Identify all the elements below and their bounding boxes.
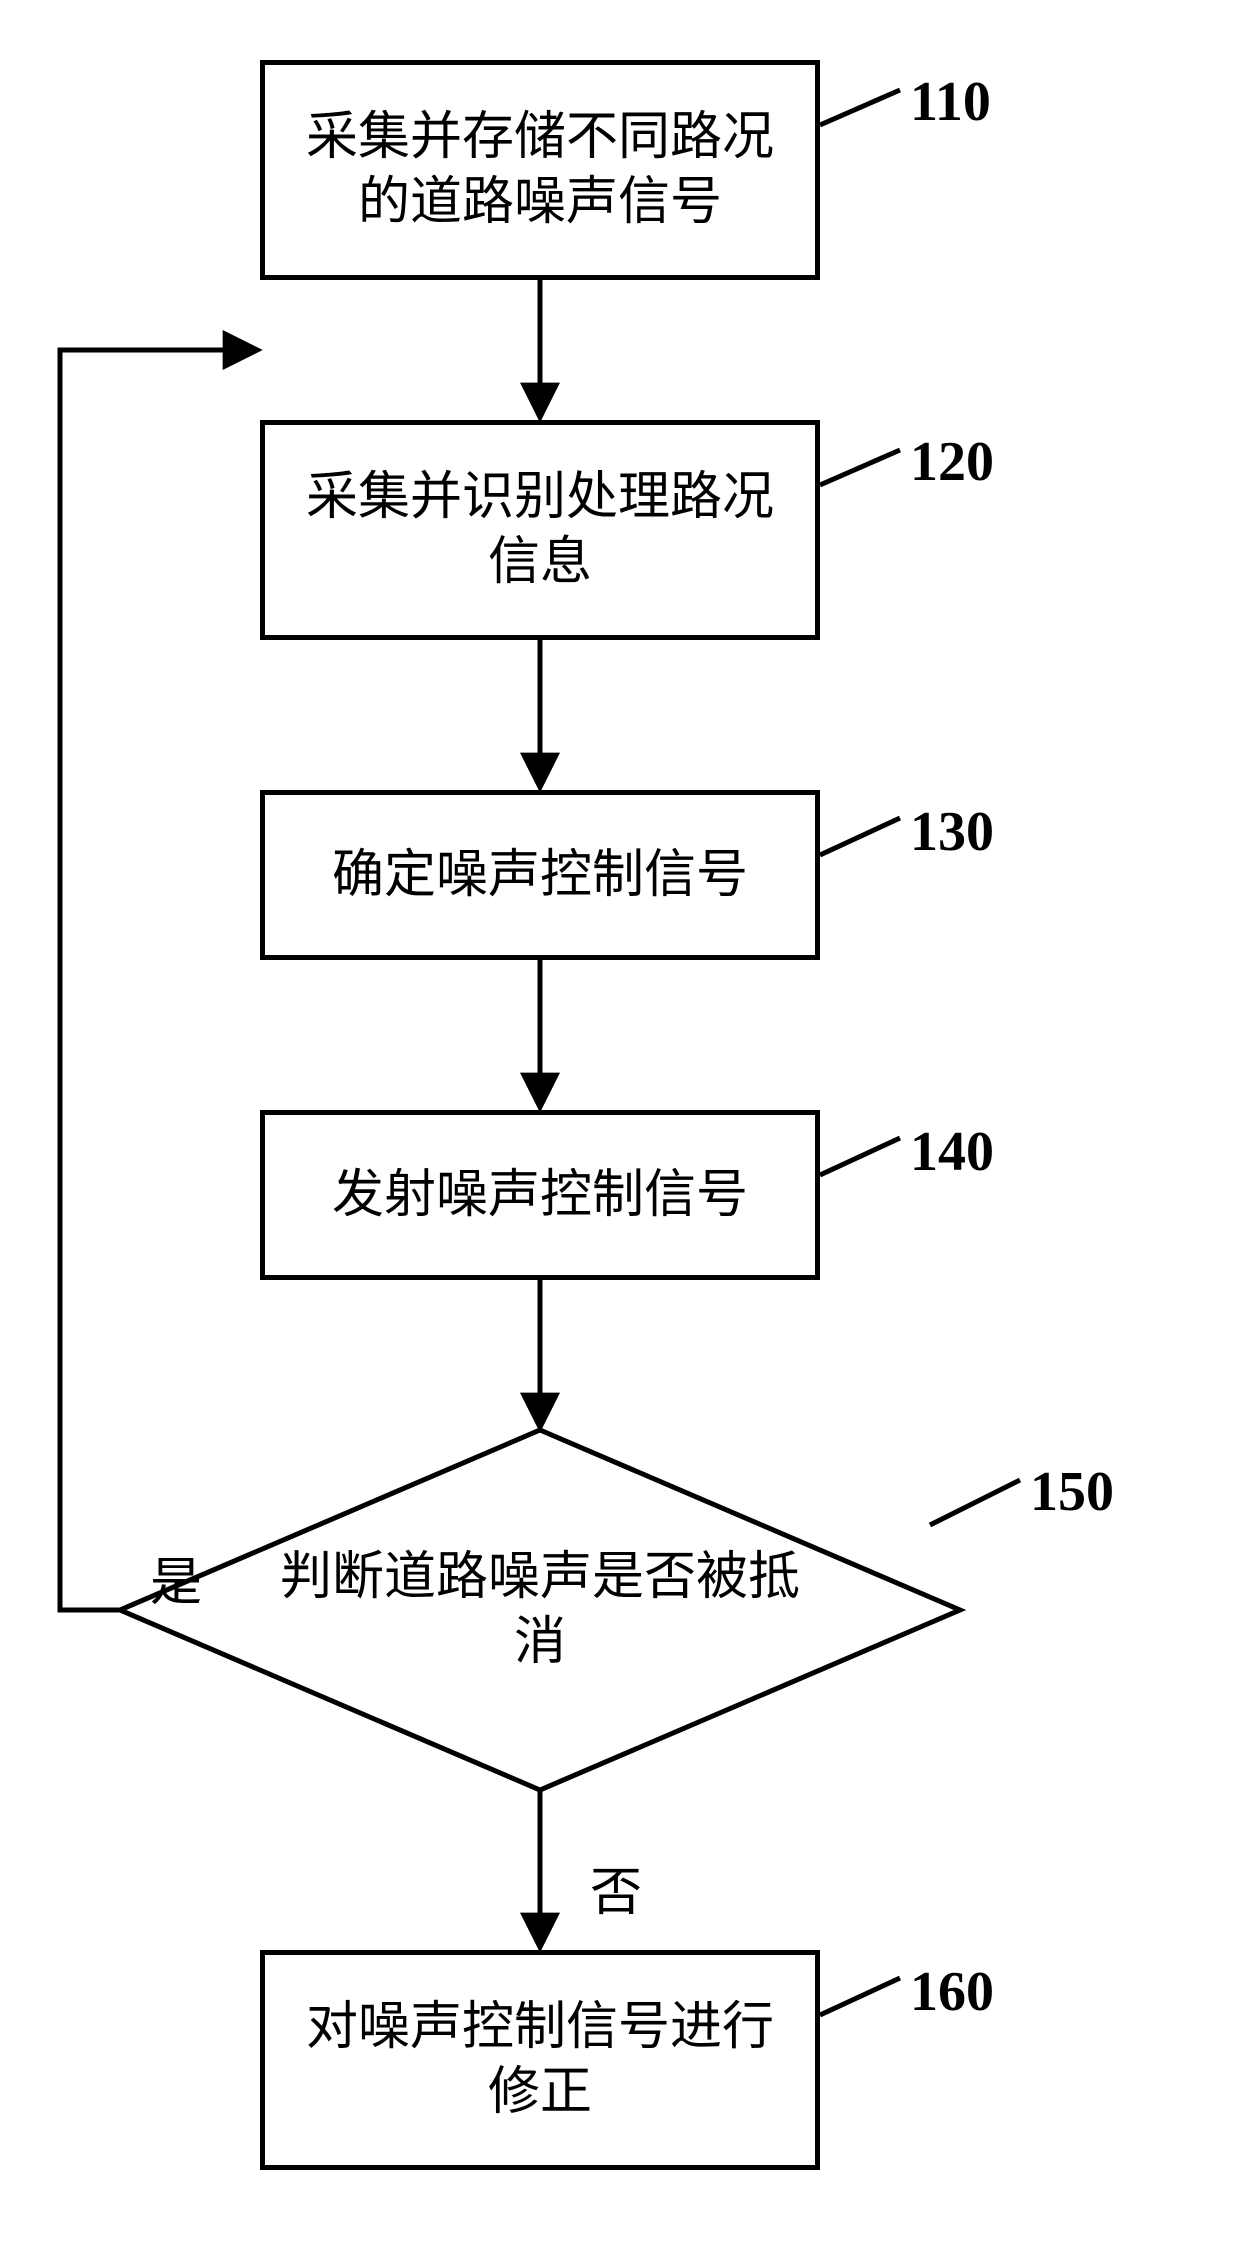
- node-110-text: 采集并存储不同路况的道路噪声信号: [283, 105, 797, 235]
- leader-140: [820, 1138, 900, 1175]
- leader-130: [820, 818, 900, 855]
- node-150-text: 判断道路噪声是否被抵消: [270, 1545, 810, 1675]
- node-160-text: 对噪声控制信号进行修正: [283, 1995, 797, 2125]
- ref-110: 110: [910, 70, 991, 134]
- ref-150: 150: [1030, 1460, 1114, 1524]
- node-160: 对噪声控制信号进行修正: [260, 1950, 820, 2170]
- ref-160: 160: [910, 1960, 994, 2024]
- node-130-text: 确定噪声控制信号: [332, 843, 748, 908]
- node-120: 采集并识别处理路况信息: [260, 420, 820, 640]
- edge-yes-loop: [60, 350, 256, 1610]
- node-130: 确定噪声控制信号: [260, 790, 820, 960]
- leader-120: [820, 450, 900, 485]
- leader-160: [820, 1978, 900, 2015]
- node-110: 采集并存储不同路况的道路噪声信号: [260, 60, 820, 280]
- ref-140: 140: [910, 1120, 994, 1184]
- node-140-text: 发射噪声控制信号: [332, 1163, 748, 1228]
- label-no: 否: [590, 1850, 642, 1925]
- node-140: 发射噪声控制信号: [260, 1110, 820, 1280]
- ref-120: 120: [910, 430, 994, 494]
- leader-110: [820, 90, 900, 125]
- leader-150: [930, 1480, 1020, 1525]
- flowchart: 采集并存储不同路况的道路噪声信号 采集并识别处理路况信息 确定噪声控制信号 发射…: [0, 0, 1240, 2247]
- label-yes: 是: [150, 1540, 202, 1615]
- node-150: 判断道路噪声是否被抵消: [270, 1520, 810, 1700]
- node-120-text: 采集并识别处理路况信息: [283, 465, 797, 595]
- ref-130: 130: [910, 800, 994, 864]
